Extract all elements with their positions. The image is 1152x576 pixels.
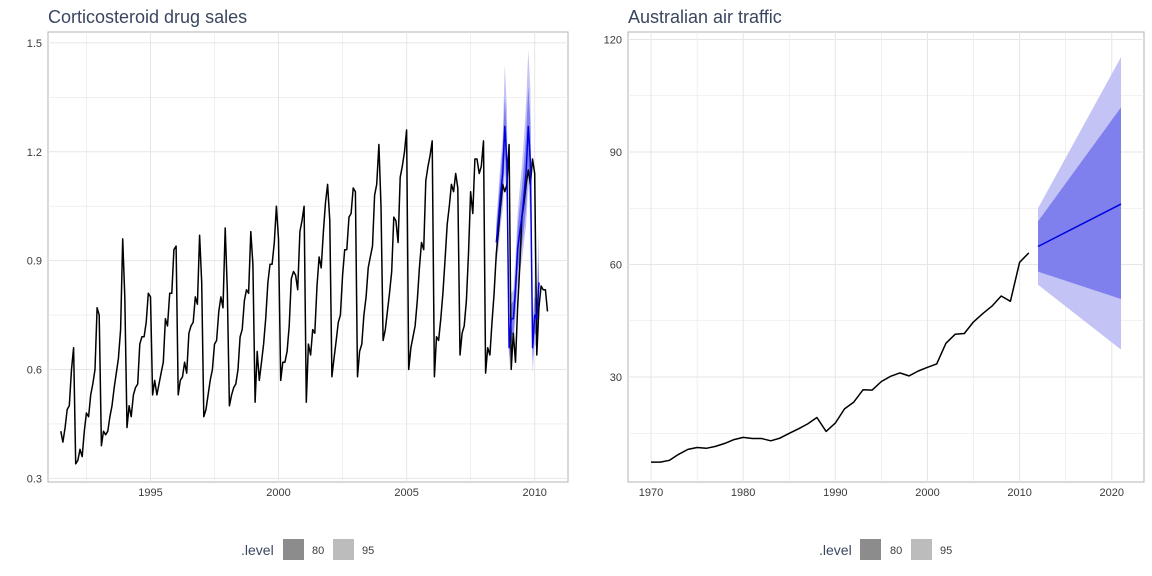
x-tick-label: 2000 [915,487,939,499]
legend-right: .level 80 95 [819,539,952,560]
y-tick-label: 1.5 [27,38,42,50]
forecast-band-80 [1038,107,1121,300]
y-tick-label: 0.3 [27,473,42,485]
legend-label-95: 95 [940,545,952,557]
panel-corticosteroid: Corticosteroid drug sales 0.3 0.6 0.9 1.2 1.… [27,7,569,499]
panel-air-traffic: Australian air traffic 30 60 90 120 1970 198… [604,7,1145,499]
chart-title: Corticosteroid drug sales [48,7,247,27]
legend-swatch-95 [911,539,932,560]
gridlines [48,32,568,482]
legend-title: .level [819,542,852,558]
y-tick-label: 120 [604,35,622,47]
y-tick-labels: 0.3 0.6 0.9 1.2 1.5 [27,38,42,485]
x-tick-label: 1970 [639,487,663,499]
x-tick-label: 2010 [522,487,546,499]
forecast-mean-line [1037,203,1122,248]
x-tick-label: 1995 [138,487,162,499]
x-tick-label: 1990 [823,487,847,499]
y-tick-label: 0.9 [27,256,42,268]
legend-left: .level 80 95 [241,539,374,560]
x-tick-labels: 1970 1980 1990 2000 2010 2020 [639,487,1124,499]
x-tick-label: 2010 [1007,487,1031,499]
plot-frame [47,31,569,483]
x-tick-label: 1980 [731,487,755,499]
legend-swatch-80 [283,539,304,560]
legend-label-80: 80 [312,545,324,557]
forecast-mean-line [495,125,540,349]
band-80 [1038,107,1121,300]
y-tick-label: 0.6 [27,365,42,377]
x-tick-label: 2005 [394,487,418,499]
chart-title: Australian air traffic [628,7,782,27]
legend-label-95: 95 [362,545,374,557]
y-tick-label: 30 [610,372,622,384]
y-tick-labels: 30 60 90 120 [604,35,622,385]
legend-swatch-95 [333,539,354,560]
legend-title: .level [241,542,274,558]
x-tick-label: 2020 [1100,487,1124,499]
y-tick-label: 1.2 [27,147,42,159]
series-lines [651,203,1122,463]
history-line [651,252,1030,463]
x-tick-labels: 1995 2000 2005 2010 [138,487,547,499]
legend-swatch-80 [860,539,881,560]
x-tick-label: 2000 [266,487,290,499]
y-tick-label: 90 [610,147,622,159]
legend-label-80: 80 [890,545,902,557]
history-line [60,129,549,465]
y-tick-label: 60 [610,260,622,272]
plot-frame [627,31,1145,483]
series-lines [60,125,549,465]
